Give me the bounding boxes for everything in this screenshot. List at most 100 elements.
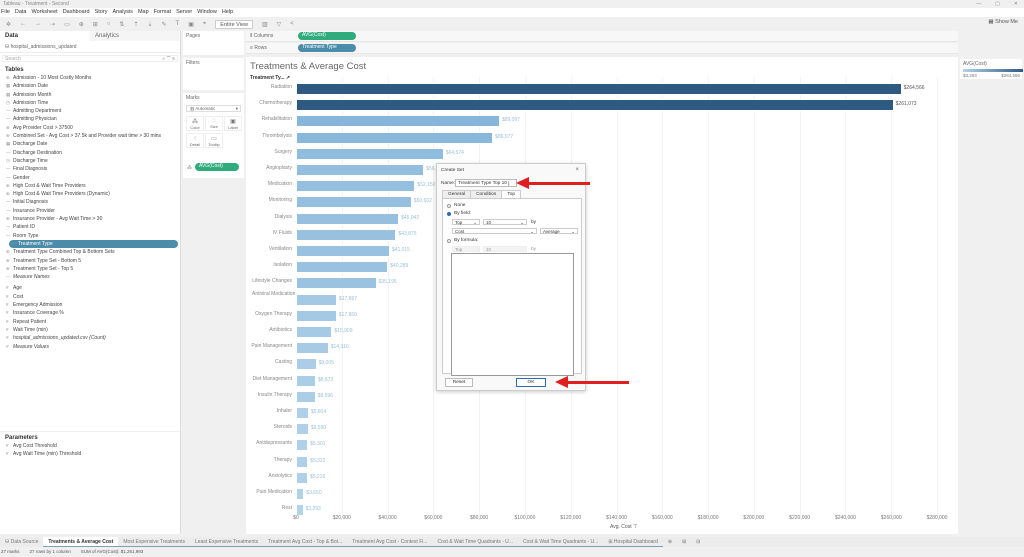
detail-button[interactable]: ⁖ Detail xyxy=(186,133,204,148)
bar[interactable] xyxy=(296,423,309,436)
dimension-field[interactable]: ◷ Discharge Time xyxy=(0,157,180,165)
category-label[interactable]: Anxiolytics xyxy=(268,472,292,479)
tab-sheet-quadrants-1[interactable]: Cost & Wait Time Quadrants - U... xyxy=(432,537,518,547)
ok-button[interactable]: OK xyxy=(516,378,546,387)
measure-field[interactable]: # Wait Time (min) xyxy=(0,326,180,334)
bar[interactable] xyxy=(296,228,397,241)
category-label[interactable]: Dialysis xyxy=(274,213,292,220)
bar[interactable] xyxy=(296,326,333,338)
dimension-field[interactable]: — Treatment Type xyxy=(9,239,178,249)
rows-pill-treatment-type[interactable]: Treatment Type xyxy=(298,44,356,52)
bar[interactable] xyxy=(296,147,444,160)
minimize-icon[interactable]: — xyxy=(976,1,982,7)
new-datasource-icon[interactable]: ⊕ xyxy=(78,21,84,28)
category-label[interactable]: Antiviral Medication xyxy=(252,290,296,297)
tab-sheet-most-expensive[interactable]: Most Expensive Treatments xyxy=(118,537,191,547)
filters-card[interactable]: Filters xyxy=(183,58,244,90)
labels-icon[interactable]: T xyxy=(175,21,180,27)
undo-icon[interactable]: ← xyxy=(20,21,27,27)
view-dropdown[interactable]: Entire View xyxy=(215,19,253,29)
bar[interactable] xyxy=(296,439,309,452)
new-story-icon[interactable]: ⊟ xyxy=(696,539,701,545)
parameter-item[interactable]: # Avg Cost Threshold xyxy=(0,442,180,450)
marks-pill-avg-cost[interactable]: AVG(Cost) xyxy=(195,163,239,171)
tab-top[interactable]: Top xyxy=(501,190,522,198)
category-label[interactable]: Oxygen Therapy xyxy=(255,310,292,317)
measure-field[interactable]: # Measure Values xyxy=(0,343,180,351)
replay-icon[interactable]: ⇢ xyxy=(50,21,56,28)
formula-count-select[interactable]: 10 xyxy=(483,246,527,252)
dimension-field[interactable]: — Gender xyxy=(0,174,180,182)
new-dashboard-icon[interactable]: ⊞ xyxy=(682,539,687,545)
bar[interactable] xyxy=(296,342,329,355)
new-sheet-icon[interactable]: ⊕ xyxy=(667,539,673,545)
menu-format[interactable]: Format xyxy=(153,9,172,15)
category-label[interactable]: Insulin Therapy xyxy=(257,391,292,398)
dimension-field[interactable]: — Final Diagnosis xyxy=(0,165,180,173)
tooltip-button[interactable]: ▭ Tooltip xyxy=(205,133,223,148)
category-label[interactable]: Pain Medication xyxy=(256,489,292,495)
bar[interactable] xyxy=(296,83,902,95)
category-label[interactable]: Ventilation xyxy=(268,246,292,252)
category-label[interactable]: Diet Management xyxy=(252,375,292,382)
chart-icon[interactable]: ▥ xyxy=(262,21,268,28)
category-label[interactable]: Medication xyxy=(267,181,292,188)
dimension-field[interactable]: ⊛ Avg Provider Cost > 37500 xyxy=(0,124,180,132)
dimension-field[interactable]: ⊛ Insurance Provider - Avg Wait Time > 30 xyxy=(0,215,180,223)
category-label[interactable]: Rest xyxy=(281,505,292,512)
save-icon[interactable]: ▭ xyxy=(64,21,70,28)
tab-data[interactable]: Data xyxy=(5,33,19,39)
bar[interactable] xyxy=(296,196,412,209)
bar[interactable] xyxy=(296,99,894,112)
dimension-field[interactable]: ▦ Admission Month xyxy=(0,91,180,99)
measure-field[interactable]: # Age xyxy=(0,284,180,292)
swap-icon[interactable]: ⇅ xyxy=(119,21,125,28)
measure-field[interactable]: # Insurance Coverage % xyxy=(0,309,180,317)
dimension-field[interactable]: ⊛ High Cost & Wait Time Providers (Dynami… xyxy=(0,190,180,198)
tab-sheet-least-expensive[interactable]: Least Expensive Treatments xyxy=(190,537,264,547)
category-label[interactable]: Radiation xyxy=(270,84,292,90)
filter-icon[interactable]: ⌕ ▽ ≡ xyxy=(162,56,175,62)
menu-analysis[interactable]: Analysis xyxy=(112,9,133,15)
bar[interactable] xyxy=(296,180,416,193)
redo-icon[interactable]: → xyxy=(35,21,42,27)
bar[interactable] xyxy=(296,374,316,387)
color-button[interactable]: ⁂ Color xyxy=(186,116,204,131)
tab-condition[interactable]: Condition xyxy=(470,190,503,198)
formula-textarea[interactable] xyxy=(451,253,574,376)
by-formula-radio[interactable]: By formula: xyxy=(447,238,478,243)
tab-general[interactable]: General xyxy=(442,190,472,198)
pages-card[interactable]: Pages xyxy=(183,31,244,55)
tab-dashboard[interactable]: ⊞ Hospital Dashboard xyxy=(603,537,663,547)
new-sheet-icon[interactable]: ⊞ xyxy=(92,21,98,28)
clear-icon[interactable]: ○ xyxy=(106,21,111,27)
bar[interactable] xyxy=(296,245,390,257)
dimension-field[interactable]: ▦ Admission Date xyxy=(0,82,180,90)
dimension-field[interactable]: ◷ Admission Time xyxy=(0,99,180,107)
pin-icon[interactable]: ⌖ xyxy=(202,20,207,27)
parameter-item[interactable]: # Avg Wait Time (min) Threshold xyxy=(0,450,180,458)
dimension-field[interactable]: ⊛ High Cost & Wait Time Providers xyxy=(0,182,180,190)
row-header[interactable]: Treatment Ty... ↗ xyxy=(250,75,291,81)
measure-field[interactable]: # Cost xyxy=(0,293,180,301)
menu-server[interactable]: Server xyxy=(176,9,193,15)
dimension-field[interactable]: — Patient ID xyxy=(0,223,180,231)
menu-data[interactable]: Data xyxy=(14,9,27,15)
dimension-field[interactable]: — Insurance Provider xyxy=(0,207,180,215)
bar[interactable] xyxy=(296,261,389,274)
category-label[interactable]: Therapy xyxy=(273,456,292,463)
dimension-field[interactable]: — Discharge Destination xyxy=(0,149,180,157)
category-label[interactable]: Antibiotics xyxy=(269,327,292,333)
measure-field[interactable]: # Repeat Patient xyxy=(0,318,180,326)
top-bottom-select[interactable]: Top ⌄ xyxy=(452,219,480,225)
dimension-field[interactable]: — Admitting Department xyxy=(0,107,180,115)
category-label[interactable]: Lifestyle Changes xyxy=(252,278,292,285)
search-input[interactable]: Search ⌕ ▽ ≡ xyxy=(2,55,178,62)
bar[interactable] xyxy=(296,164,425,176)
dimension-field[interactable]: — Measure Names xyxy=(0,273,180,281)
share-icon[interactable]: < xyxy=(290,21,294,27)
category-label[interactable]: Antidepressants xyxy=(256,440,292,447)
sort-asc-icon[interactable]: ⇡ xyxy=(133,21,139,28)
menu-dashboard[interactable]: Dashboard xyxy=(62,9,90,15)
category-label[interactable]: Thrombolysis xyxy=(262,132,292,139)
